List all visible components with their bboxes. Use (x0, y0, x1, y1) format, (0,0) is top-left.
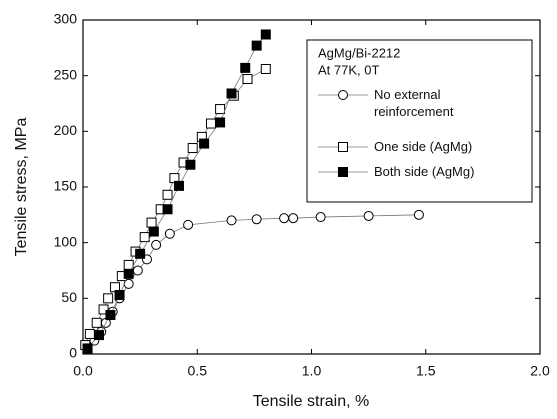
data-point (139, 232, 150, 243)
data-point (123, 268, 134, 279)
data-point (93, 330, 104, 341)
data-point (173, 180, 184, 191)
data-point (215, 104, 226, 115)
data-point (162, 189, 173, 200)
legend-label-box: No external reinforcement (374, 87, 454, 119)
data-point (84, 328, 95, 339)
y-axis-label: Tensile stress, MPa (13, 118, 30, 257)
legend-label: Both side (AgMg) (374, 164, 475, 179)
legend-marker (338, 167, 348, 177)
data-point (226, 88, 237, 99)
data-point (132, 265, 143, 276)
legend-label-box: One side (AgMg) (374, 139, 473, 154)
y-tick-label: 50 (61, 289, 77, 305)
x-tick-label: 0.0 (73, 363, 93, 379)
legend-marker (338, 142, 348, 152)
y-tick-label: 0 (69, 345, 77, 361)
data-point (242, 74, 253, 85)
series-line (87, 214, 419, 349)
y-tick-label: 300 (54, 11, 78, 27)
data-point (82, 343, 93, 354)
data-point (151, 239, 162, 250)
legend-title: AgMg/Bi-2212 (318, 45, 400, 60)
x-axis-label: Tensile strain, % (253, 393, 370, 410)
data-point (260, 63, 271, 74)
legend-marker (338, 90, 348, 100)
data-point (164, 228, 175, 239)
legend-label: One side (AgMg) (374, 139, 473, 154)
data-point (315, 212, 326, 223)
data-point (226, 215, 237, 226)
x-tick-label: 1.0 (302, 363, 322, 379)
data-point (215, 117, 226, 128)
data-point (114, 289, 125, 300)
data-point (199, 138, 210, 149)
data-point (251, 40, 262, 51)
data-point (105, 310, 116, 321)
series-line (84, 68, 266, 346)
legend-label: No external reinforcement (374, 87, 454, 119)
data-point (240, 62, 251, 73)
x-tick-label: 2.0 (530, 363, 550, 379)
data-point (162, 204, 173, 215)
x-tick-label: 1.5 (416, 363, 436, 379)
data-point (146, 217, 157, 228)
y-tick-label: 200 (54, 122, 78, 138)
data-point (363, 210, 374, 221)
data-point (205, 118, 216, 129)
data-point (91, 317, 102, 328)
y-tick-label: 100 (54, 233, 78, 249)
data-point (135, 248, 146, 259)
data-point (187, 143, 198, 154)
data-point (183, 219, 194, 230)
data-point (251, 214, 262, 225)
data-point (260, 29, 271, 40)
data-point (98, 304, 109, 315)
data-point (148, 226, 159, 237)
data-point (103, 293, 114, 304)
x-tick-label: 0.5 (188, 363, 208, 379)
y-tick-label: 150 (54, 178, 78, 194)
data-point (288, 213, 299, 224)
data-point (279, 213, 290, 224)
y-tick-label: 250 (54, 66, 78, 82)
series-line (87, 34, 267, 349)
data-point (185, 159, 196, 170)
data-point (413, 209, 424, 220)
legend-title: At 77K, 0T (318, 62, 379, 77)
legend-label-box: Both side (AgMg) (374, 164, 475, 179)
